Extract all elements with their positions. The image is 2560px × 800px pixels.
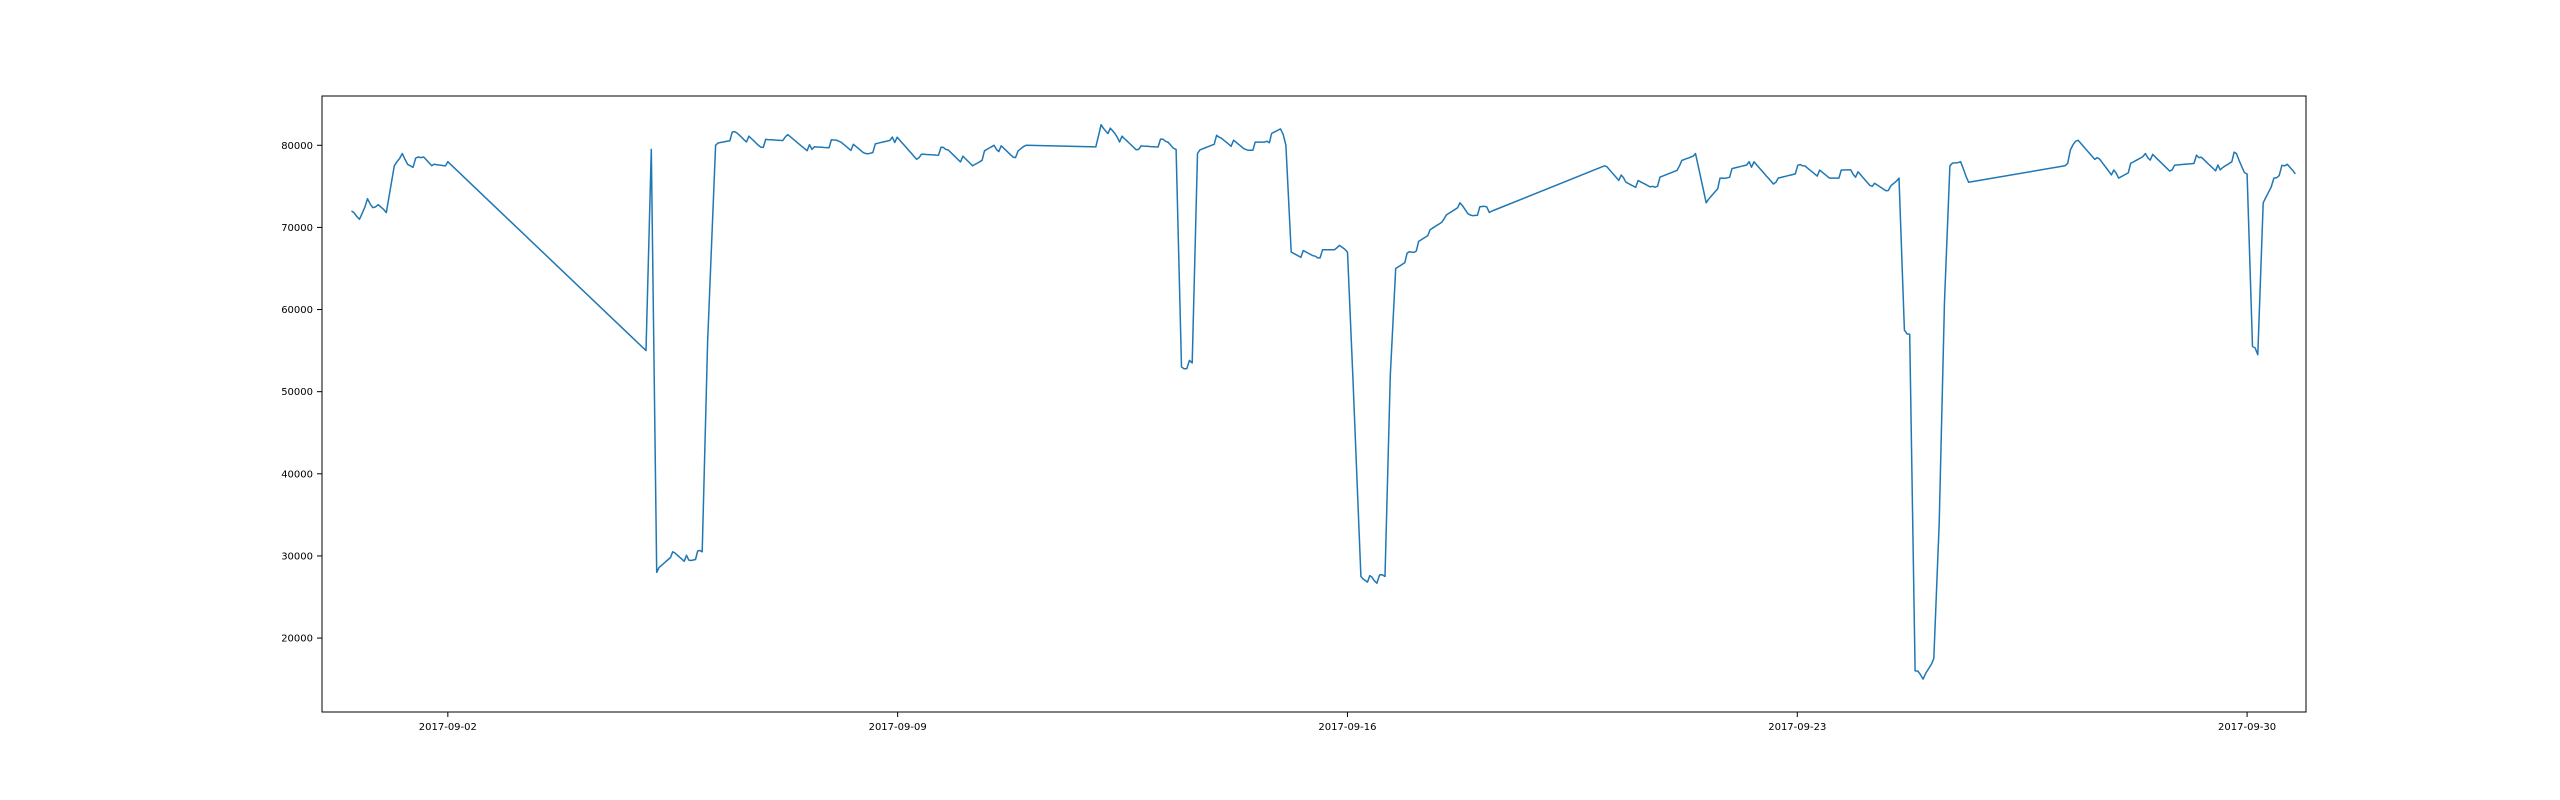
y-tick-label: 30000 (281, 551, 313, 562)
x-axis: 2017-09-02 2017-09-09 2017-09-16 2017-09-23… (419, 712, 2276, 733)
x-tick-label: 2017-09-30 (2218, 722, 2276, 733)
series-line (351, 123, 2296, 680)
x-tick-label: 2017-09-23 (1768, 722, 1826, 733)
x-tick-label: 2017-09-16 (1318, 722, 1376, 733)
series-layer (351, 123, 2296, 680)
y-tick-label: 80000 (281, 141, 313, 152)
y-tick-label: 50000 (281, 387, 313, 398)
plot-frame (321, 95, 2307, 713)
y-axis: 20000 30000 40000 50000 60000 70000 80000 (281, 141, 322, 645)
y-tick-label: 20000 (281, 634, 313, 645)
y-tick-label: 70000 (281, 223, 313, 234)
x-tick-label: 2017-09-02 (419, 722, 477, 733)
x-tick-label: 2017-09-09 (869, 722, 927, 733)
y-tick-label: 40000 (281, 469, 313, 480)
y-tick-label: 60000 (281, 305, 313, 316)
plot-area (322, 96, 2306, 712)
